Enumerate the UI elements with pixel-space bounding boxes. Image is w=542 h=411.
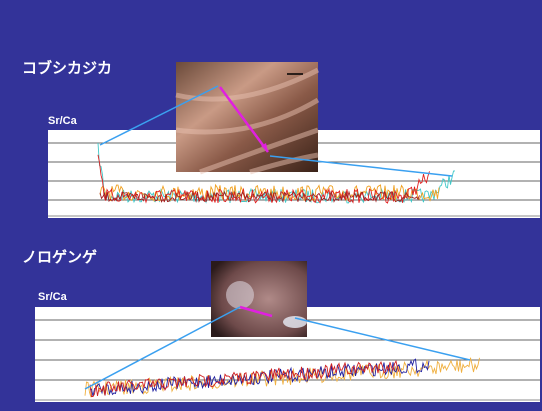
- page: コブシカジカ Sr/Ca ノロゲンゲ Sr/Ca (() => { const …: [0, 0, 542, 411]
- section-title: ノロゲンゲ: [22, 248, 97, 266]
- y-label: Sr/Ca: [38, 291, 68, 303]
- slide: コブシカジカ Sr/Ca ノロゲンゲ Sr/Ca: [0, 0, 542, 411]
- photo: [176, 62, 318, 172]
- y-label: Sr/Ca: [48, 115, 78, 127]
- section-title: コブシカジカ: [22, 59, 112, 77]
- photo: [211, 261, 307, 337]
